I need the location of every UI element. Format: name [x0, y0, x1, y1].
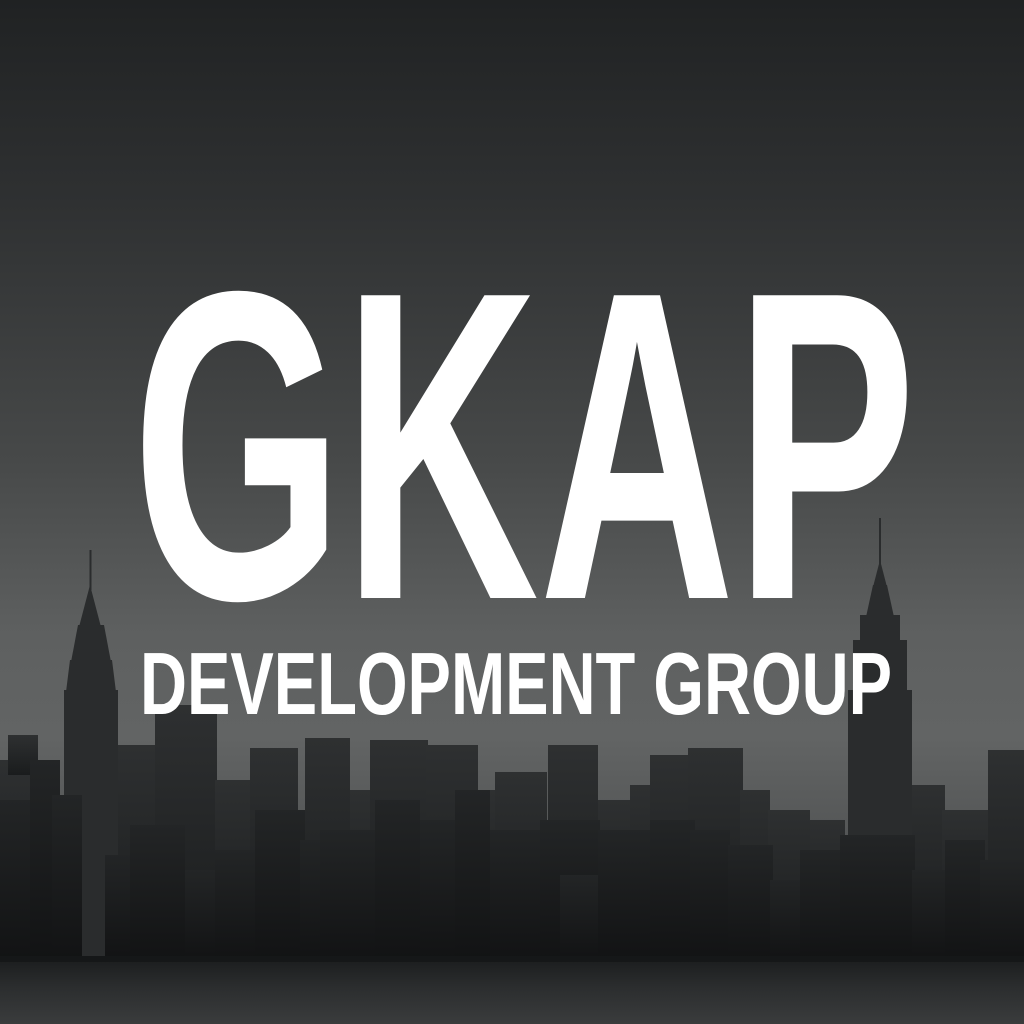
brand-tagline: DEVELOPMENT GROUP [140, 636, 892, 726]
shoreline [0, 956, 1024, 966]
river-water [0, 962, 1024, 1024]
tagline-text: DEVELOPMENT GROUP [140, 636, 892, 726]
brand-wordmark: GKAP [132, 228, 916, 628]
brand-name: GKAP [132, 228, 916, 628]
near-buildings [0, 760, 1024, 960]
